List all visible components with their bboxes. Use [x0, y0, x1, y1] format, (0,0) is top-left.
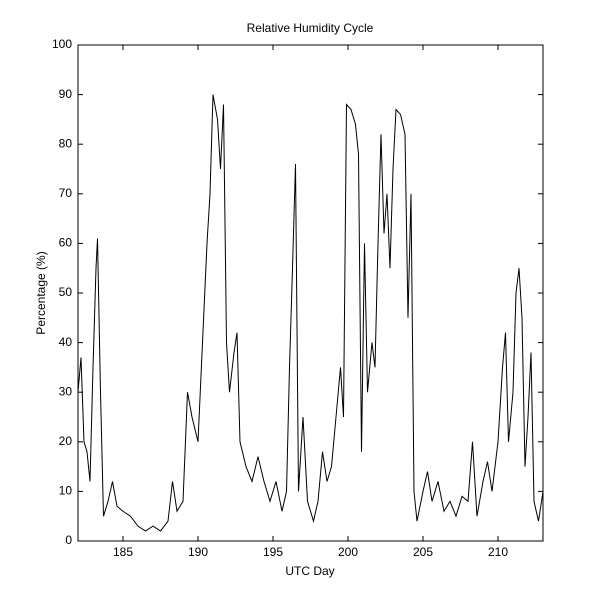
y-tick-label: 0: [65, 533, 72, 547]
plot-frame: [77, 44, 544, 542]
x-axis-label: UTC Day: [285, 564, 334, 578]
y-tick-label: 100: [52, 37, 72, 51]
y-tick-label: 90: [59, 87, 73, 101]
y-tick-label: 20: [59, 434, 73, 448]
x-tick-label: 195: [263, 545, 283, 559]
chart-title: Relative Humidity Cycle: [247, 21, 374, 35]
y-tick-label: 80: [59, 136, 73, 150]
x-tick-label: 200: [338, 545, 358, 559]
y-tick-label: 40: [59, 335, 73, 349]
y-tick-label: 10: [59, 484, 73, 498]
y-tick-label: 70: [59, 186, 73, 200]
x-tick-label: 205: [413, 545, 433, 559]
line-series: [77, 94, 544, 532]
y-tick-label: 30: [59, 384, 73, 398]
y-axis-label: Percentage (%): [34, 251, 48, 334]
y-tick-label: 60: [59, 236, 73, 250]
y-tick-label: 50: [59, 285, 73, 299]
x-tick-label: 190: [188, 545, 208, 559]
x-tick-label: 210: [488, 545, 508, 559]
x-tick-label: 185: [113, 545, 133, 559]
